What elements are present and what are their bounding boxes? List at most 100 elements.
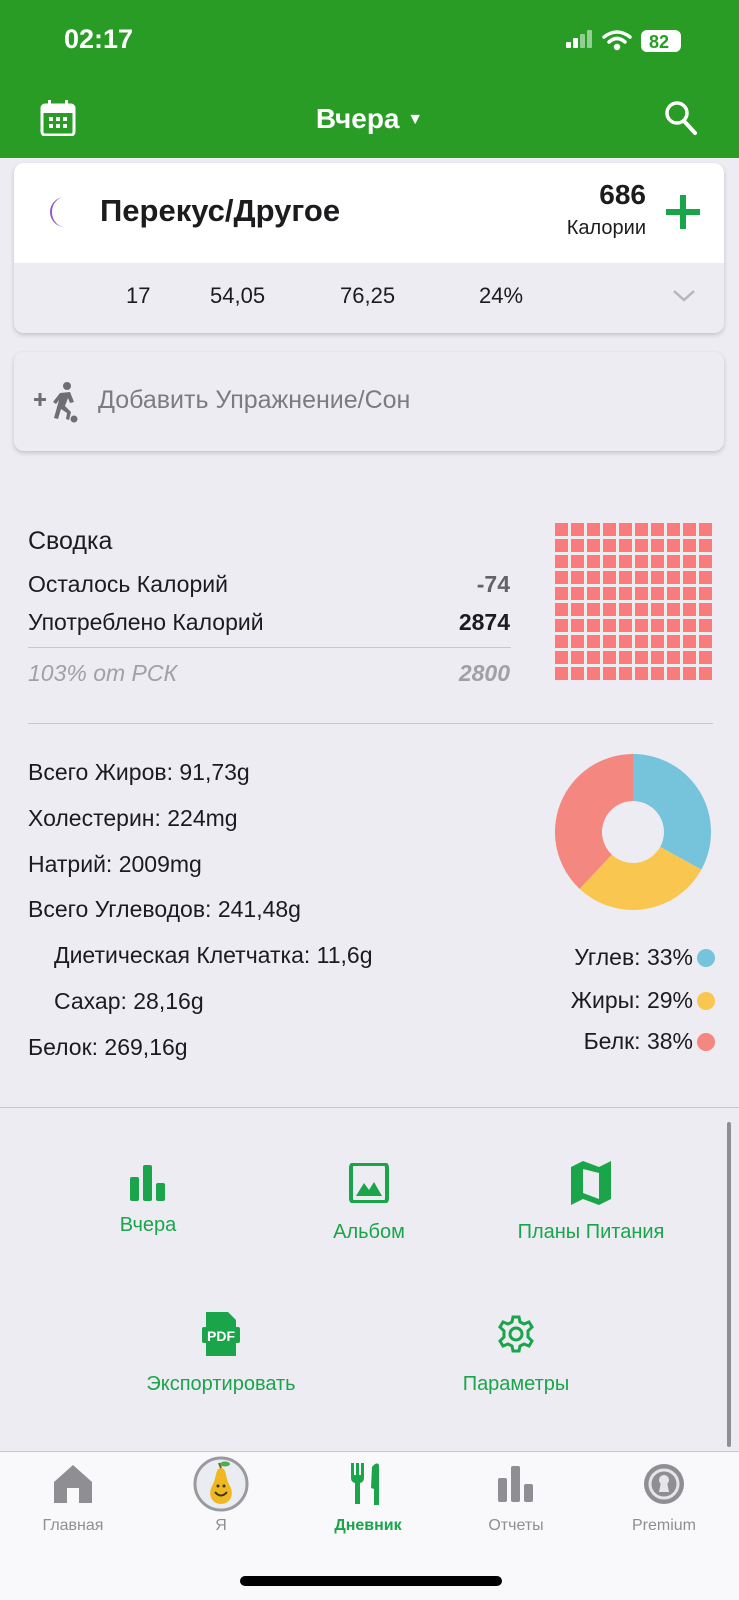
waffle-cell (603, 587, 616, 600)
action-label: Экспортировать (146, 1373, 296, 1395)
waffle-cell (619, 555, 632, 568)
waffle-cell (555, 619, 568, 632)
app-header (0, 0, 739, 158)
map-icon (569, 1161, 613, 1205)
waffle-cell (635, 523, 648, 536)
waffle-cell (619, 539, 632, 552)
add-exercise-button[interactable]: Добавить Упражнение/Сон (14, 352, 724, 451)
waffle-cell (603, 619, 616, 632)
rdi-label: 103% от РСК (28, 660, 178, 686)
caret-down-icon: ▼ (407, 111, 424, 128)
nutrient-row: Холестерин: 224mg (28, 805, 238, 831)
waffle-cell (555, 603, 568, 616)
add-food-button[interactable] (664, 193, 702, 231)
waffle-cell (683, 603, 696, 616)
waffle-cell (603, 523, 616, 536)
waffle-cell (699, 603, 712, 616)
waffle-cell (571, 539, 584, 552)
waffle-cell (635, 635, 648, 648)
battery-icon (641, 30, 681, 52)
action-label: Параметры (462, 1373, 570, 1395)
waffle-cell (555, 667, 568, 680)
waffle-cell (635, 539, 648, 552)
date-selector[interactable]: Вчера ▼ (0, 103, 739, 135)
waffle-cell (571, 555, 584, 568)
waffle-cell (699, 587, 712, 600)
waffle-cell (667, 619, 680, 632)
waffle-cell (667, 635, 680, 648)
waffle-cell (683, 635, 696, 648)
premium-badge-icon (634, 1456, 694, 1512)
waffle-cell (619, 603, 632, 616)
waffle-cell (667, 603, 680, 616)
waffle-cell (699, 651, 712, 664)
waffle-cell (555, 571, 568, 584)
waffle-cell (635, 667, 648, 680)
legend-label: Белк: 38% (583, 1028, 693, 1054)
waffle-cell (651, 587, 664, 600)
waffle-cell (635, 619, 648, 632)
waffle-cell (603, 571, 616, 584)
waffle-cell (667, 555, 680, 568)
meal-card[interactable]: Перекус/Другое 686 Калории 17 54,05 76,2… (14, 163, 724, 333)
waffle-cell (619, 651, 632, 664)
waffle-cell (667, 667, 680, 680)
waffle-cell (619, 523, 632, 536)
image-icon (347, 1161, 391, 1205)
waffle-cell (603, 651, 616, 664)
tab-bar (0, 1451, 739, 1600)
waffle-cell (683, 651, 696, 664)
calorie-waffle-chart (555, 523, 713, 681)
tab-label: Дневник (334, 1517, 402, 1534)
waffle-cell (683, 523, 696, 536)
meal-stats-row[interactable] (14, 263, 724, 333)
nutrient-row: Белок: 269,16g (28, 1034, 188, 1060)
waffle-cell (683, 587, 696, 600)
waffle-cell (603, 555, 616, 568)
tab-label: Я (215, 1517, 227, 1534)
pie-slice-Жиры (579, 846, 702, 910)
waffle-cell (619, 587, 632, 600)
bar-chart-icon (486, 1456, 546, 1512)
action-label: Альбом (333, 1221, 405, 1243)
search-icon[interactable] (664, 100, 698, 136)
waffle-cell (603, 635, 616, 648)
waffle-cell (555, 555, 568, 568)
waffle-cell (651, 635, 664, 648)
waffle-cell (699, 571, 712, 584)
waffle-cell (651, 539, 664, 552)
scrollbar[interactable] (727, 1122, 731, 1447)
calendar-icon[interactable] (40, 100, 76, 136)
waffle-cell (619, 667, 632, 680)
waffle-cell (683, 571, 696, 584)
remaining-label: Осталось Калорий (28, 571, 228, 597)
fork-knife-icon (338, 1456, 398, 1512)
waffle-cell (587, 555, 600, 568)
signal-icon (566, 30, 592, 48)
home-icon (43, 1456, 103, 1512)
add-exercise-icon (34, 382, 78, 423)
waffle-cell (635, 651, 648, 664)
waffle-cell (555, 523, 568, 536)
consumed-label: Употреблено Калорий (28, 609, 264, 635)
waffle-cell (699, 523, 712, 536)
action-label: Вчера (119, 1214, 177, 1236)
waffle-cell (651, 651, 664, 664)
tab-label: Главная (42, 1517, 104, 1534)
waffle-cell (587, 539, 600, 552)
macro-donut-chart (555, 754, 711, 910)
legend-label: Углев: 33% (574, 944, 693, 970)
chevron-down-icon[interactable] (672, 289, 696, 303)
pear-avatar-icon (191, 1456, 251, 1512)
moon-icon (49, 197, 66, 228)
date-title: Вчера (315, 103, 400, 134)
waffle-cell (619, 571, 632, 584)
waffle-cell (651, 523, 664, 536)
waffle-cell (651, 555, 664, 568)
divider (28, 723, 713, 724)
meal-stat: 17 (126, 283, 151, 308)
waffle-cell (683, 555, 696, 568)
rdi-value: 2800 (458, 660, 510, 686)
gear-icon (494, 1312, 538, 1356)
meal-calories-label: Калории (566, 217, 646, 239)
